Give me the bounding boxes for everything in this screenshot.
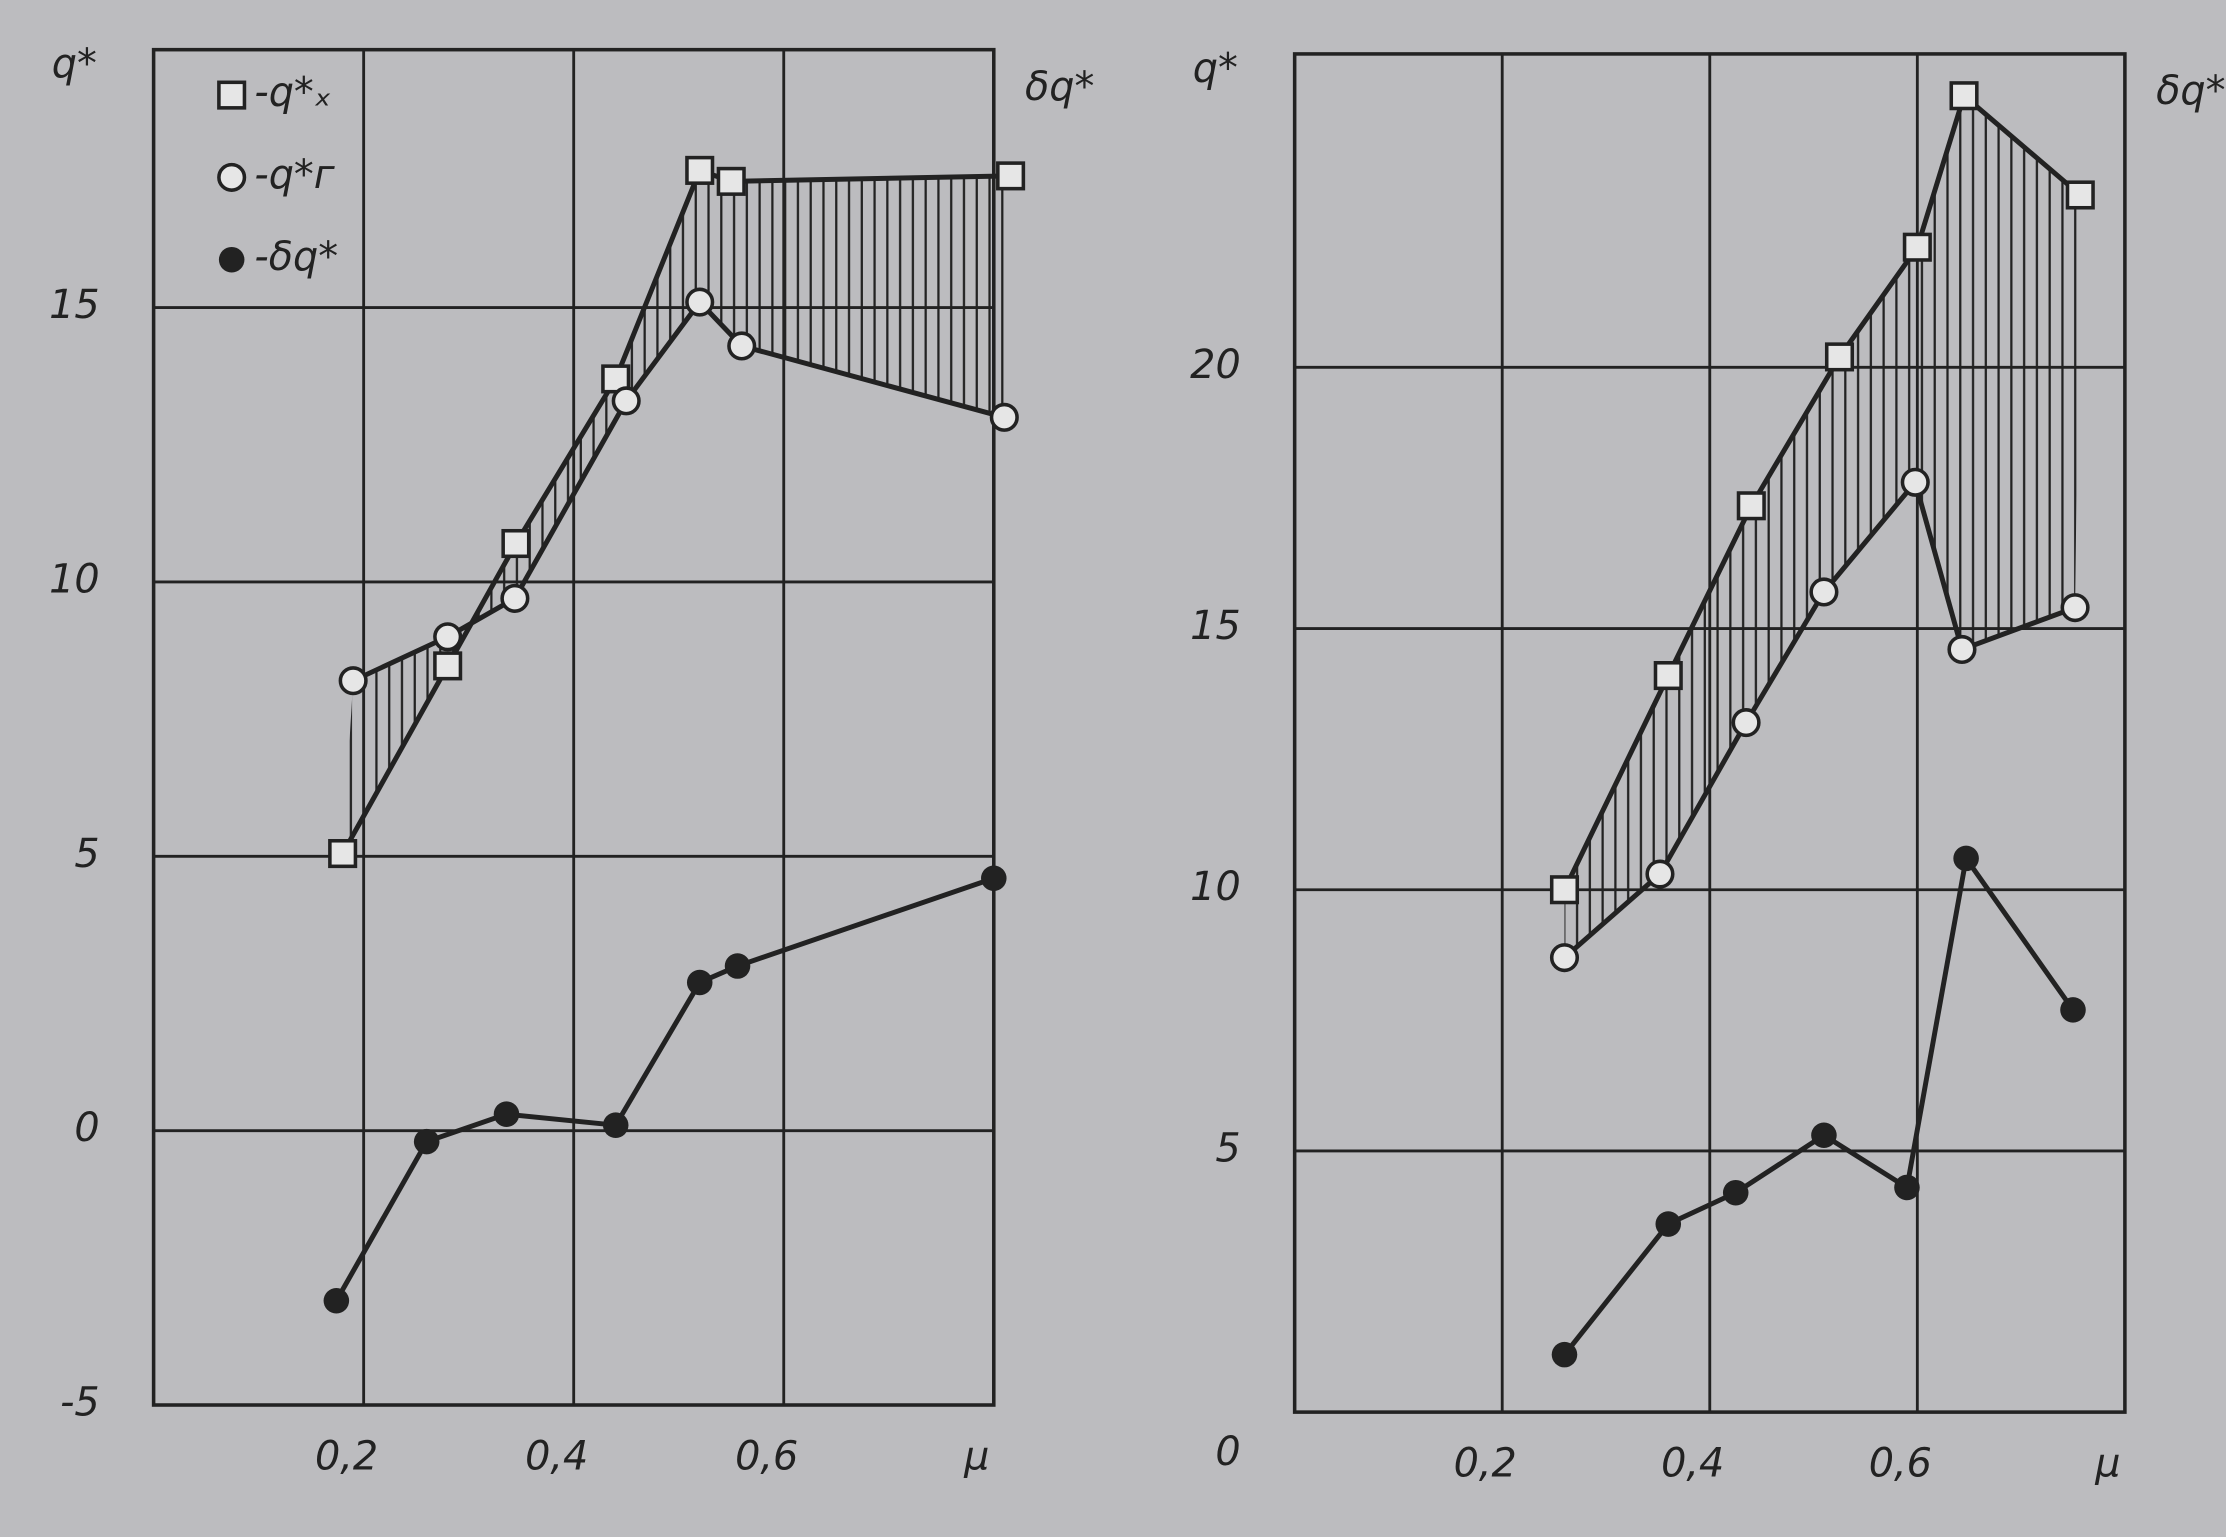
y-tick-label: 10	[49, 556, 100, 602]
y-tick-label: 5	[74, 831, 99, 877]
marker-dot	[1655, 1211, 1682, 1237]
plot-frame	[151, 47, 996, 1407]
y-axis-label: q*	[1193, 45, 1238, 91]
marker-dot	[686, 969, 713, 996]
marker-dot	[1811, 1122, 1837, 1149]
x-tick-label: 0,6	[735, 1433, 798, 1479]
plot-frame	[1292, 52, 2127, 1414]
legend-marker	[218, 246, 245, 273]
y-tick-label: -5	[60, 1380, 100, 1426]
marker-circle	[727, 331, 757, 361]
y-tick-label: 5	[1215, 1125, 1240, 1171]
marker-dot	[981, 865, 1007, 892]
marker-square	[1549, 875, 1580, 905]
marker-circle	[338, 666, 368, 696]
marker-dot	[1551, 1341, 1578, 1368]
legend-marker	[217, 162, 247, 192]
marker-dot	[413, 1128, 440, 1155]
marker-square	[328, 839, 358, 869]
hatched-area	[342, 170, 1011, 854]
x-tick-label: 0,4	[1661, 1441, 1724, 1487]
y-tick-label: 0	[74, 1105, 99, 1151]
marker-circle	[1549, 943, 1580, 973]
marker-square	[996, 161, 1026, 191]
y-tick-label: 10	[1190, 864, 1241, 910]
marker-square	[2065, 180, 2095, 210]
x-tick-label: 0,6	[1869, 1441, 1932, 1487]
marker-circle	[685, 287, 715, 317]
legend-label: -δq*	[254, 234, 338, 280]
marker-square	[601, 364, 631, 394]
marker-circle	[611, 386, 641, 416]
marker-circle	[500, 583, 530, 613]
marker-circle	[1731, 708, 1761, 738]
x-tick-label: 0,2	[315, 1433, 378, 1479]
marker-square	[1824, 342, 1855, 372]
marker-circle	[1947, 634, 1977, 664]
marker-square	[1653, 661, 1683, 691]
y2-axis-label: δq*	[1025, 64, 1094, 110]
marker-circle	[1809, 577, 1839, 607]
y-tick-label: 0	[1215, 1429, 1240, 1475]
marker-square	[1949, 81, 1979, 111]
x-axis-label: μ	[2094, 1441, 2120, 1487]
marker-dot	[1953, 845, 1979, 872]
x-tick-label: 0,2	[1454, 1441, 1517, 1487]
marker-square	[1902, 232, 1932, 262]
marker-square	[1736, 491, 1766, 521]
y-tick-label: 15	[1190, 603, 1241, 649]
marker-dot	[602, 1112, 629, 1138]
marker-circle	[1900, 467, 1930, 497]
marker-circle	[989, 402, 1019, 432]
marker-dot	[2060, 997, 2086, 1023]
legend-marker	[217, 80, 247, 110]
hatched-area	[1564, 95, 2081, 958]
marker-dot	[323, 1287, 350, 1314]
y-tick-label: 20	[1190, 342, 1241, 388]
x-tick-label: 0,4	[525, 1433, 588, 1479]
marker-square	[716, 166, 746, 196]
marker-square	[433, 651, 463, 681]
marker-circle	[433, 622, 463, 652]
y-tick-label: 15	[49, 282, 100, 328]
legend-label: -q*г	[254, 152, 335, 198]
marker-circle	[1645, 859, 1675, 889]
marker-square	[501, 528, 531, 559]
y2-axis-label: δq*	[2156, 68, 2225, 114]
marker-dot	[1722, 1179, 1749, 1206]
x-axis-label: μ	[963, 1433, 989, 1479]
marker-circle	[2060, 593, 2090, 623]
marker-dot	[1894, 1174, 1920, 1201]
marker-dot	[724, 953, 751, 979]
marker-square	[685, 155, 715, 185]
y-axis-label: q*	[52, 41, 97, 87]
marker-dot	[493, 1101, 520, 1127]
legend-label: -q*ₓ	[254, 70, 331, 116]
